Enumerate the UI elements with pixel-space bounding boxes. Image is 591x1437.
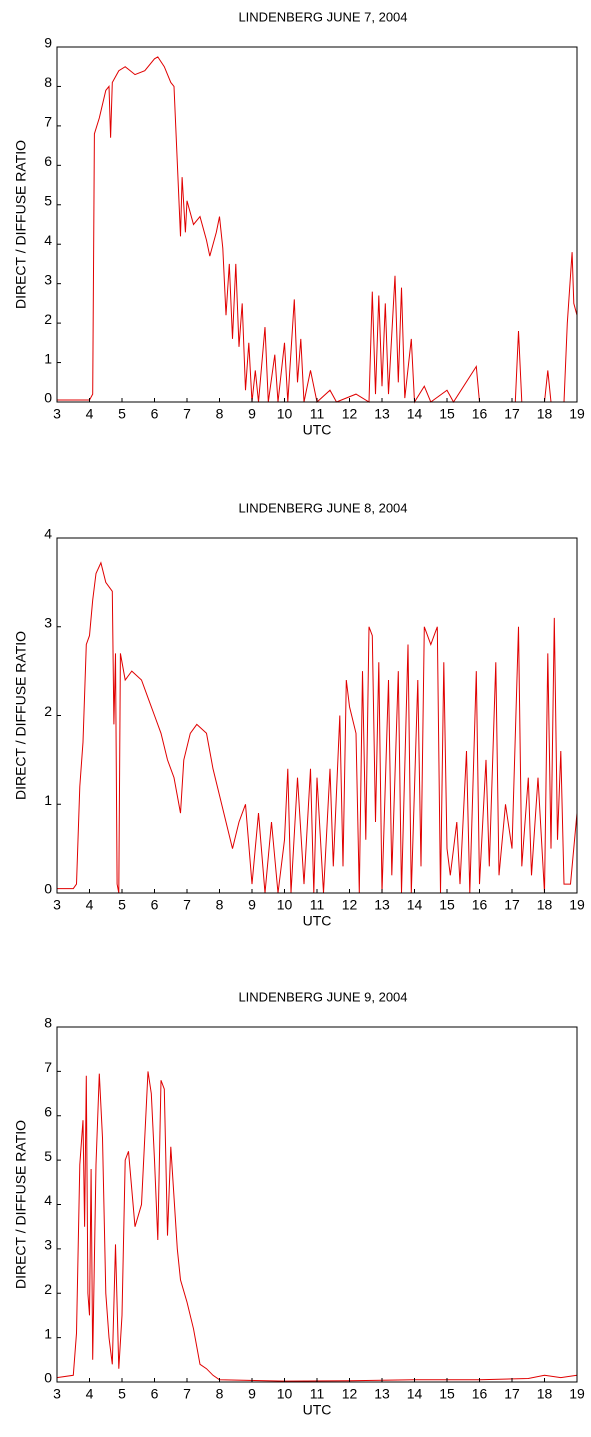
y-tick-label: 4	[44, 526, 52, 542]
chart-title: LINDENBERG JUNE 9, 2004	[238, 989, 407, 1004]
y-tick-label: 6	[44, 153, 52, 169]
y-tick-label: 6	[44, 1103, 52, 1119]
x-tick-label: 19	[569, 1386, 585, 1402]
x-tick-label: 11	[310, 1386, 325, 1402]
x-tick-label: 16	[472, 1386, 488, 1402]
y-tick-label: 2	[44, 1281, 52, 1297]
x-tick-label: 11	[310, 406, 325, 422]
plot-frame	[56, 1026, 578, 1383]
y-tick-label: 2	[44, 703, 52, 719]
x-tick-label: 18	[537, 406, 553, 422]
x-tick-label: 6	[151, 897, 159, 913]
y-tick-label: 1	[44, 792, 52, 808]
x-axis-label: UTC	[303, 422, 332, 438]
x-tick-label: 7	[183, 1386, 191, 1402]
x-tick-label: 13	[374, 406, 390, 422]
y-tick-label: 1	[44, 1325, 52, 1341]
x-tick-label: 10	[277, 406, 293, 422]
y-tick-label: 2	[44, 311, 52, 327]
x-tick-label: 12	[342, 897, 358, 913]
x-tick-label: 6	[151, 1386, 159, 1402]
plot-frame	[56, 46, 578, 403]
x-tick-label: 7	[183, 897, 191, 913]
x-tick-label: 11	[310, 897, 325, 913]
x-tick-label: 16	[472, 897, 488, 913]
x-tick-label: 15	[439, 1386, 455, 1402]
x-tick-label: 5	[118, 897, 126, 913]
y-axis-label: DIRECT / DIFFUSE RATIO	[13, 1120, 29, 1289]
x-tick-label: 14	[407, 1386, 423, 1402]
chart-title: LINDENBERG JUNE 7, 2004	[238, 9, 407, 24]
x-tick-label: 10	[277, 897, 293, 913]
data-line	[56, 1071, 578, 1382]
x-tick-label: 17	[504, 897, 520, 913]
x-tick-label: 10	[277, 1386, 293, 1402]
y-tick-label: 7	[44, 1059, 52, 1075]
x-tick-label: 8	[216, 406, 224, 422]
x-tick-label: 15	[439, 897, 455, 913]
y-tick-label: 5	[44, 192, 52, 208]
x-tick-label: 3	[53, 1386, 61, 1402]
x-tick-label: 5	[118, 406, 126, 422]
y-tick-label: 0	[44, 390, 52, 406]
y-axis-label: DIRECT / DIFFUSE RATIO	[13, 631, 29, 800]
x-tick-label: 16	[472, 406, 488, 422]
x-tick-label: 17	[504, 1386, 520, 1402]
y-tick-label: 0	[44, 881, 52, 897]
y-tick-label: 3	[44, 614, 52, 630]
x-tick-label: 18	[537, 897, 553, 913]
x-tick-label: 19	[569, 406, 585, 422]
data-line	[57, 56, 578, 404]
x-tick-label: 13	[374, 897, 390, 913]
y-tick-label: 7	[44, 114, 52, 130]
x-tick-label: 3	[53, 897, 61, 913]
x-tick-label: 7	[183, 406, 191, 422]
x-tick-label: 17	[504, 406, 520, 422]
plot-frame	[56, 537, 578, 894]
x-tick-label: 18	[537, 1386, 553, 1402]
x-tick-label: 4	[86, 897, 94, 913]
x-tick-label: 12	[342, 406, 358, 422]
x-tick-label: 12	[342, 1386, 358, 1402]
y-axis-label: DIRECT / DIFFUSE RATIO	[13, 140, 29, 309]
x-tick-label: 13	[374, 1386, 390, 1402]
y-tick-label: 9	[44, 35, 52, 51]
x-tick-label: 15	[439, 406, 455, 422]
data-line	[57, 561, 578, 894]
y-tick-label: 8	[44, 74, 52, 90]
x-axis-label: UTC	[303, 1402, 332, 1418]
x-tick-label: 8	[216, 1386, 224, 1402]
x-tick-label: 5	[118, 1386, 126, 1402]
chart-title: LINDENBERG JUNE 8, 2004	[238, 500, 407, 515]
y-tick-label: 0	[44, 1370, 52, 1386]
x-axis-label: UTC	[303, 913, 332, 929]
y-tick-label: 3	[44, 1237, 52, 1253]
x-tick-label: 9	[248, 897, 256, 913]
x-tick-label: 19	[569, 897, 585, 913]
x-tick-label: 14	[407, 406, 423, 422]
y-tick-label: 1	[44, 350, 52, 366]
x-tick-label: 3	[53, 406, 61, 422]
x-tick-label: 14	[407, 897, 423, 913]
x-tick-label: 6	[151, 406, 159, 422]
x-tick-label: 9	[248, 1386, 256, 1402]
y-tick-label: 8	[44, 1015, 52, 1031]
y-tick-label: 3	[44, 271, 52, 287]
y-tick-label: 4	[44, 1192, 52, 1208]
x-tick-label: 8	[216, 897, 224, 913]
x-tick-label: 9	[248, 406, 256, 422]
x-tick-label: 4	[86, 406, 94, 422]
y-tick-label: 5	[44, 1148, 52, 1164]
x-tick-label: 4	[86, 1386, 94, 1402]
y-tick-label: 4	[44, 232, 52, 248]
